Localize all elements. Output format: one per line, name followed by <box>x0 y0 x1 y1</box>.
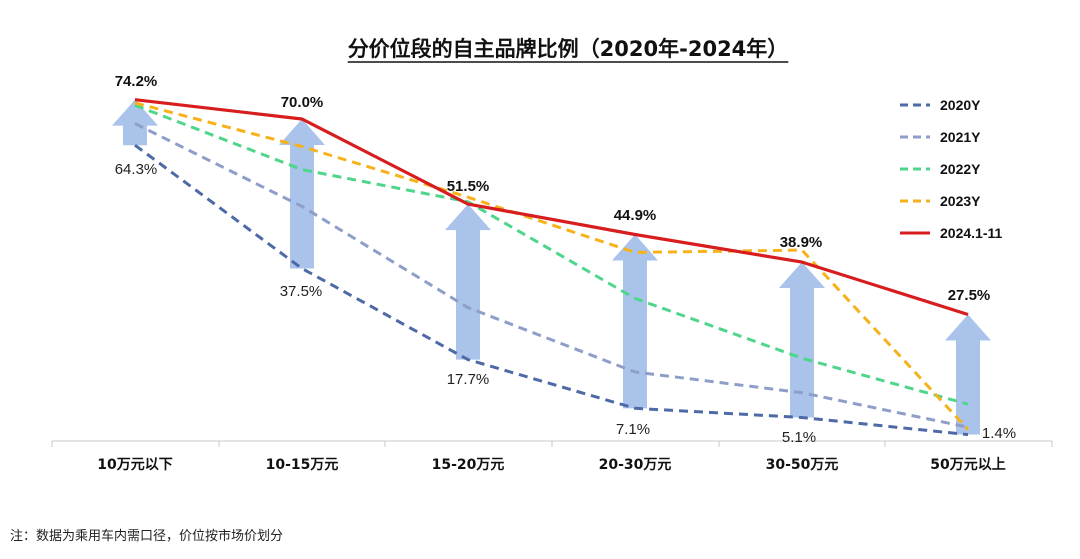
x-label-3: 20-30万元 <box>599 457 672 473</box>
label-top-4: 38.9% <box>780 234 823 251</box>
label-bottom-3: 7.1% <box>616 421 650 438</box>
legend-label-3: 2023Y <box>940 193 981 209</box>
series-line-3 <box>134 101 970 431</box>
legend-label-1: 2021Y <box>940 129 981 145</box>
label-bottom-4: 5.1% <box>782 429 816 446</box>
label-top-1: 70.0% <box>281 94 324 111</box>
improvement-arrows <box>112 99 991 435</box>
x-label-5: 50万元以上 <box>930 457 1005 473</box>
legend: 2020Y 2021Y 2022Y 2023Y 2024.1-11 <box>900 97 1002 241</box>
x-label-0: 10万元以下 <box>97 457 172 473</box>
arrow-1 <box>279 119 325 269</box>
label-top-2: 51.5% <box>447 178 490 195</box>
footnote: 注：数据为乘用车内需口径，价位按市场价划分 <box>10 528 283 544</box>
legend-label-4: 2024.1-11 <box>940 225 1002 241</box>
series-line-4 <box>134 98 969 317</box>
arrow-5 <box>945 314 991 435</box>
label-bottom-5: 1.4% <box>982 425 1016 442</box>
data-labels: 74.2% 70.0% 51.5% 44.9% 38.9% 27.5% 64.3% 37.5%… <box>115 73 1016 446</box>
label-bottom-2: 17.7% <box>447 371 490 388</box>
legend-label-0: 2020Y <box>940 97 981 113</box>
arrow-2 <box>445 204 491 360</box>
label-bottom-1: 37.5% <box>280 283 323 300</box>
x-axis-labels: 10万元以下 10-15万元 15-20万元 20-30万元 30-50万元 50万元以上 <box>97 457 1005 473</box>
label-top-5: 27.5% <box>948 287 991 304</box>
arrow-0 <box>112 99 158 146</box>
x-axis-ticks <box>51 441 1053 447</box>
arrow-3 <box>612 234 658 409</box>
series-lines <box>134 98 970 437</box>
series-line-2 <box>134 103 969 406</box>
x-label-2: 15-20万元 <box>432 457 505 473</box>
arrow-4 <box>779 262 825 418</box>
label-bottom-0: 64.3% <box>115 161 158 178</box>
legend-label-2: 2022Y <box>940 161 981 177</box>
chart-title: 分价位段的自主品牌比例（2020年-2024年） <box>348 37 789 61</box>
label-top-3: 44.9% <box>614 207 657 224</box>
series-line-0 <box>134 143 969 437</box>
x-label-1: 10-15万元 <box>266 457 339 473</box>
x-label-4: 30-50万元 <box>766 457 839 473</box>
series-line-1 <box>134 122 969 429</box>
label-top-0: 74.2% <box>115 73 158 90</box>
